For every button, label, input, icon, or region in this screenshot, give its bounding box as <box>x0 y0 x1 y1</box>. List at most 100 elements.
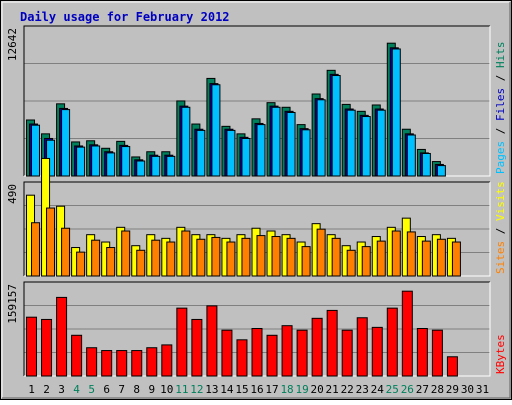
plot-border-dark <box>23 25 490 176</box>
bar-sites <box>31 222 41 277</box>
bar-pages <box>151 155 161 177</box>
bar-kbytes <box>236 339 248 377</box>
x-tick-day-label: 25 <box>386 383 399 396</box>
chart-title: Daily usage for February 2012 <box>20 10 230 24</box>
bar-pages <box>376 109 386 177</box>
bar-kbytes <box>176 307 188 377</box>
bar-pages <box>91 145 101 177</box>
x-tick-day-label: 18 <box>280 383 293 396</box>
bar-kbytes <box>56 296 68 377</box>
bar-pages <box>61 109 71 177</box>
bar-kbytes <box>386 307 398 377</box>
panel-bottom: 159157 KBytes <box>6 281 507 377</box>
bar-pages <box>286 111 296 177</box>
bar-kbytes <box>101 350 113 377</box>
series-visits <box>26 157 456 277</box>
bar-kbytes <box>266 334 278 377</box>
bar-kbytes <box>371 326 383 377</box>
x-tick-day-label: 19 <box>295 383 308 396</box>
bar-kbytes <box>26 316 38 377</box>
legend-entry: / <box>494 68 507 88</box>
x-tick-day-label: 6 <box>103 383 110 396</box>
bar-kbytes <box>296 329 308 377</box>
bar-kbytes <box>311 317 323 377</box>
x-tick-day-label: 16 <box>250 383 263 396</box>
y-max-label-top: 12642 <box>6 28 19 61</box>
bar-sites <box>451 241 461 277</box>
bar-pages <box>226 129 236 177</box>
bar-sites <box>181 230 191 277</box>
bar-kbytes <box>146 347 158 377</box>
x-tick-day-label: 23 <box>356 383 369 396</box>
x-tick-day-label: 10 <box>160 383 173 396</box>
bar-sites <box>151 239 161 277</box>
legend-top: Pages / Files / Hits <box>494 42 507 175</box>
bar-sites <box>241 237 251 277</box>
x-tick-day-label: 14 <box>220 383 234 396</box>
bar-kbytes <box>446 356 458 377</box>
bar-pages <box>121 146 131 177</box>
legend-bottom: KBytes <box>494 334 507 374</box>
x-tick-day-label: 28 <box>431 383 444 396</box>
x-tick-day-label: 7 <box>118 383 125 396</box>
bar-sites <box>391 230 401 277</box>
bar-sites <box>166 241 176 277</box>
plot-border-dark <box>23 281 490 376</box>
bar-sites <box>331 237 341 277</box>
bar-sites <box>91 239 101 277</box>
bar-sites <box>196 238 206 277</box>
bar-pages <box>316 99 326 177</box>
bar-pages <box>181 106 191 177</box>
x-tick-day-label: 13 <box>205 383 218 396</box>
bar-pages <box>76 146 86 177</box>
legend-entry: KBytes <box>494 334 507 374</box>
bar-pages <box>331 75 341 177</box>
x-tick-day-label: 20 <box>311 383 324 396</box>
bar-kbytes <box>431 329 443 377</box>
x-tick-day-label: 21 <box>326 383 339 396</box>
bar-pages <box>361 116 371 177</box>
bar-pages <box>31 124 41 177</box>
bar-kbytes <box>221 329 233 377</box>
x-tick-day-label: 29 <box>446 383 459 396</box>
plot-border-dark <box>23 181 490 276</box>
bar-sites <box>271 236 281 277</box>
bar-kbytes <box>86 347 98 377</box>
series-pages <box>31 48 446 177</box>
bar-sites <box>106 247 116 277</box>
bar-sites <box>286 237 296 277</box>
bar-sites <box>436 238 446 277</box>
bar-sites <box>376 240 386 277</box>
x-tick-day-label: 11 <box>175 383 188 396</box>
x-tick-day-label: 22 <box>341 383 354 396</box>
bar-sites <box>211 236 221 277</box>
bar-kbytes <box>131 350 143 377</box>
x-tick-day-label: 2 <box>43 383 50 396</box>
bar-kbytes <box>251 327 263 377</box>
bar-pages <box>421 152 431 177</box>
bar-kbytes <box>191 318 203 377</box>
bar-kbytes <box>161 344 173 377</box>
bar-sites <box>406 231 416 277</box>
y-max-label-middle: 490 <box>6 184 19 204</box>
bar-sites <box>316 228 326 277</box>
bar-kbytes <box>356 317 368 377</box>
bar-sites <box>226 241 236 277</box>
legend-entry: / <box>494 221 507 241</box>
bar-kbytes <box>71 334 83 377</box>
bar-sites <box>421 240 431 277</box>
frame-highlight <box>1 1 510 398</box>
legend-entry: / <box>494 121 507 141</box>
bar-pages <box>211 84 221 177</box>
bar-pages <box>256 124 266 177</box>
chart-panels: 12642 Pages / Files / Hits 490 Sites / Visi… <box>6 25 507 377</box>
bar-sites <box>301 246 311 277</box>
bar-sites <box>346 249 356 277</box>
x-tick-day-label: 30 <box>461 383 474 396</box>
x-tick-day-label: 1 <box>28 383 35 396</box>
legend-entry: Hits <box>494 42 507 69</box>
bar-pages <box>301 129 311 177</box>
legend-entry: Pages <box>494 141 507 174</box>
